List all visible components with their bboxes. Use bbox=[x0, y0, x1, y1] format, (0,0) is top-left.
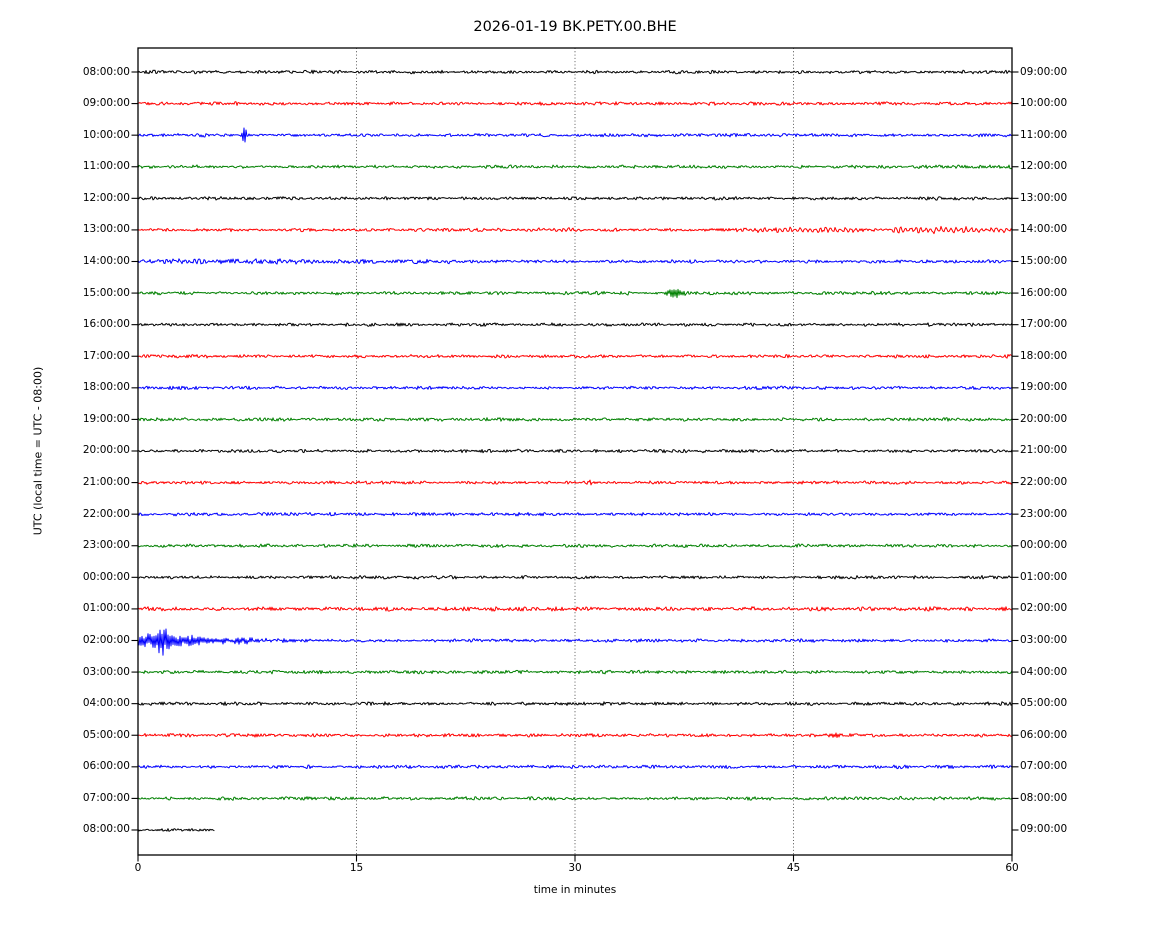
trace-20:00:00 bbox=[137, 448, 1013, 454]
local-time-label: 22:00:00 bbox=[1020, 476, 1068, 489]
utc-time-label: 06:00:00 bbox=[82, 760, 130, 773]
x-tick-label: 60 bbox=[1005, 862, 1019, 874]
utc-time-label: 21:00:00 bbox=[82, 476, 130, 489]
y-axis-ticks-left bbox=[131, 71, 138, 831]
utc-time-label: 11:00:00 bbox=[82, 160, 130, 173]
local-time-label: 17:00:00 bbox=[1020, 318, 1068, 331]
utc-time-label: 16:00:00 bbox=[82, 318, 130, 331]
utc-time-label: 13:00:00 bbox=[82, 223, 130, 236]
local-time-label: 15:00:00 bbox=[1020, 254, 1068, 267]
trace-05:00:00 bbox=[137, 732, 1013, 738]
x-tick-label: 45 bbox=[786, 862, 801, 874]
y-axis-ticks-right bbox=[1012, 71, 1019, 831]
utc-time-label: 17:00:00 bbox=[82, 349, 130, 362]
x-tick-label: 15 bbox=[349, 862, 364, 874]
utc-time-label: 08:00:00 bbox=[82, 823, 130, 836]
local-time-label: 03:00:00 bbox=[1020, 633, 1068, 646]
trace-08:00:00 bbox=[137, 828, 215, 832]
trace-22:00:00 bbox=[137, 511, 1013, 517]
utc-time-label: 01:00:00 bbox=[82, 602, 130, 615]
local-time-label: 04:00:00 bbox=[1020, 665, 1068, 678]
local-time-label: 14:00:00 bbox=[1020, 223, 1068, 236]
local-time-label: 00:00:00 bbox=[1020, 539, 1068, 552]
utc-time-label: 05:00:00 bbox=[82, 728, 130, 741]
utc-time-label: 22:00:00 bbox=[82, 507, 130, 520]
trace-00:00:00 bbox=[137, 575, 1013, 580]
local-time-label: 06:00:00 bbox=[1020, 728, 1068, 741]
utc-time-label: 02:00:00 bbox=[82, 633, 130, 646]
utc-time-label: 03:00:00 bbox=[82, 665, 130, 678]
figure-title: 2026-01-19 BK.PETY.00.BHE bbox=[473, 19, 677, 35]
trace-07:00:00 bbox=[137, 795, 1013, 801]
trace-03:00:00 bbox=[137, 669, 1013, 675]
local-time-label: 19:00:00 bbox=[1020, 381, 1068, 394]
local-time-label: 05:00:00 bbox=[1020, 697, 1068, 710]
local-time-label: 16:00:00 bbox=[1020, 286, 1068, 299]
local-time-label: 21:00:00 bbox=[1020, 444, 1068, 457]
x-tick-label: 30 bbox=[568, 862, 582, 874]
x-tick-label: 0 bbox=[134, 862, 142, 874]
utc-time-label: 10:00:00 bbox=[82, 128, 130, 141]
utc-time-label: 15:00:00 bbox=[82, 286, 130, 299]
trace-11:00:00 bbox=[137, 164, 1013, 170]
trace-02:00:00 bbox=[137, 628, 1013, 656]
local-time-label: 09:00:00 bbox=[1020, 65, 1068, 78]
local-time-label: 02:00:00 bbox=[1020, 602, 1068, 615]
local-time-label: 23:00:00 bbox=[1020, 507, 1068, 520]
trace-18:00:00 bbox=[137, 385, 1013, 391]
trace-23:00:00 bbox=[137, 543, 1013, 548]
x-axis-ticks bbox=[137, 855, 1013, 862]
trace-01:00:00 bbox=[137, 606, 1013, 612]
utc-time-label: 09:00:00 bbox=[82, 97, 130, 110]
trace-09:00:00 bbox=[137, 101, 1013, 106]
trace-12:00:00 bbox=[137, 196, 1013, 201]
trace-17:00:00 bbox=[137, 354, 1013, 359]
utc-time-label: 23:00:00 bbox=[82, 539, 130, 552]
x-axis-label: time in minutes bbox=[533, 884, 617, 896]
utc-time-label: 14:00:00 bbox=[82, 254, 130, 267]
trace-15:00:00 bbox=[137, 288, 1013, 299]
utc-time-label: 20:00:00 bbox=[82, 444, 130, 457]
utc-time-label: 19:00:00 bbox=[82, 412, 130, 425]
plot-border bbox=[137, 47, 1013, 856]
local-time-label: 07:00:00 bbox=[1020, 760, 1068, 773]
utc-time-label: 04:00:00 bbox=[82, 697, 130, 710]
local-time-label: 09:00:00 bbox=[1020, 823, 1068, 836]
local-time-label: 20:00:00 bbox=[1020, 412, 1068, 425]
utc-time-label: 12:00:00 bbox=[82, 191, 130, 204]
traces bbox=[137, 69, 1013, 832]
trace-06:00:00 bbox=[137, 764, 1013, 770]
local-time-label: 12:00:00 bbox=[1020, 160, 1068, 173]
trace-08:00:00 bbox=[137, 69, 1013, 75]
local-time-label: 13:00:00 bbox=[1020, 191, 1068, 204]
utc-time-label: 07:00:00 bbox=[82, 791, 130, 804]
trace-04:00:00 bbox=[137, 701, 1013, 706]
trace-16:00:00 bbox=[137, 322, 1013, 327]
local-time-label: 08:00:00 bbox=[1020, 791, 1068, 804]
local-time-label: 01:00:00 bbox=[1020, 570, 1068, 583]
trace-14:00:00 bbox=[137, 258, 1013, 265]
local-time-label: 18:00:00 bbox=[1020, 349, 1068, 362]
utc-time-label: 08:00:00 bbox=[82, 65, 130, 78]
utc-time-label: 18:00:00 bbox=[82, 381, 130, 394]
trace-19:00:00 bbox=[137, 417, 1013, 422]
local-time-label: 10:00:00 bbox=[1020, 97, 1068, 110]
trace-21:00:00 bbox=[137, 479, 1013, 486]
utc-time-label: 00:00:00 bbox=[82, 570, 130, 583]
trace-10:00:00 bbox=[137, 127, 1013, 143]
trace-13:00:00 bbox=[137, 225, 1013, 235]
local-time-label: 11:00:00 bbox=[1020, 128, 1068, 141]
